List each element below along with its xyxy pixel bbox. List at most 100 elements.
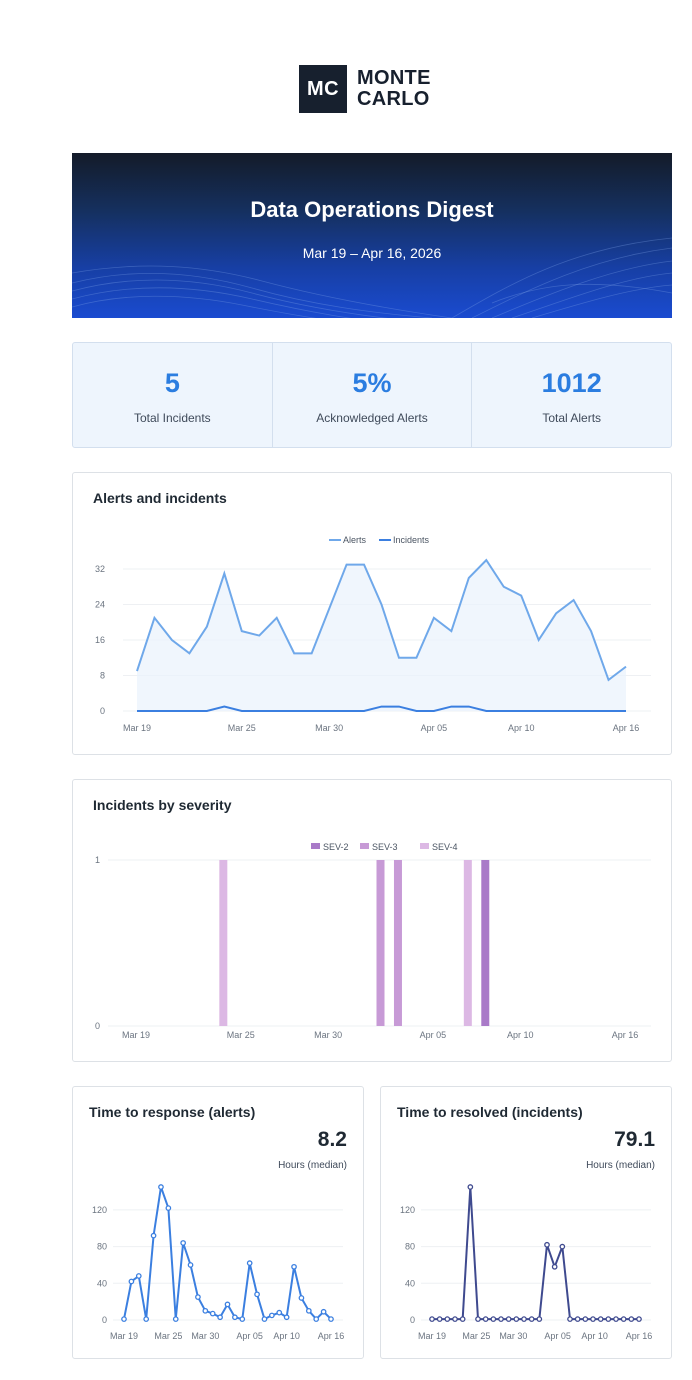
summary-stats: 5 Total Incidents 5% Acknowledged Alerts…	[72, 342, 672, 448]
data-point	[452, 1316, 458, 1322]
stat-total-alerts: 1012 Total Alerts	[472, 343, 671, 447]
data-point	[551, 1263, 558, 1270]
stat-acknowledged-alerts: 5% Acknowledged Alerts	[273, 343, 473, 447]
data-point	[582, 1316, 589, 1322]
y-tick-label: 40	[405, 1278, 415, 1288]
data-point	[429, 1316, 435, 1322]
severity-bar-sev-4	[463, 860, 472, 1026]
response-time-card: 0 40 80 120 Mar 19 Mar 25 Mar 30 Apr 05 Apr 10 Ap…	[72, 1086, 364, 1359]
card-title: Time to resolved (incidents)	[397, 1104, 583, 1120]
data-point	[513, 1316, 520, 1322]
x-tick-label: Mar 30	[499, 1331, 527, 1341]
severity-bar-sev-4	[219, 860, 228, 1026]
data-point	[298, 1295, 305, 1301]
data-point	[505, 1316, 512, 1322]
digest-title: Data Operations Digest	[250, 197, 494, 222]
data-point	[567, 1316, 573, 1322]
resolved-time-chart: 0 40 80 120 Mar 19 Mar 25 Mar 30 Apr 05 Apr 10 Ap…	[400, 1184, 652, 1341]
legend-swatch	[420, 843, 429, 849]
y-tick-label: 120	[400, 1205, 415, 1215]
legend-label: SEV-3	[372, 842, 398, 852]
data-point	[620, 1316, 627, 1322]
legend-label: SEV-2	[323, 842, 349, 852]
stat-label: Acknowledged Alerts	[316, 411, 428, 425]
data-point	[590, 1316, 596, 1322]
y-tick-label: 16	[95, 635, 105, 645]
x-tick-label: Apr 05	[236, 1331, 263, 1341]
data-point	[261, 1316, 268, 1322]
data-point	[528, 1316, 535, 1322]
data-point	[544, 1241, 550, 1248]
y-tick-label: 32	[95, 564, 105, 574]
x-tick-label: Apr 16	[612, 1030, 639, 1040]
data-point	[605, 1316, 612, 1322]
card-title: Incidents by severity	[93, 797, 232, 813]
x-tick-label: Apr 16	[613, 723, 640, 733]
x-tick-label: Mar 30	[191, 1331, 219, 1341]
x-tick-label: Mar 19	[418, 1331, 446, 1341]
data-point	[224, 1301, 231, 1308]
x-tick-label: Mar 30	[314, 1030, 342, 1040]
data-point	[559, 1243, 566, 1250]
logo-mark: MC	[299, 65, 347, 113]
y-tick-label: 24	[95, 600, 105, 610]
stat-label: Total Alerts	[542, 411, 602, 425]
x-tick-label: Mar 30	[315, 723, 343, 733]
monte-carlo-logo[interactable]: MC MONTE CARLO	[299, 65, 431, 113]
data-point	[320, 1308, 327, 1315]
legend-swatch	[360, 843, 369, 849]
data-point	[613, 1316, 619, 1322]
data-point	[436, 1316, 443, 1322]
severity-bar-sev-2	[481, 860, 490, 1026]
stat-value: 5%	[352, 368, 392, 398]
y-tick-label: 1	[95, 855, 100, 865]
data-point	[574, 1316, 581, 1322]
x-tick-label: Mar 19	[123, 723, 151, 733]
digest-banner: Data Operations Digest Mar 19 – Apr 16, …	[72, 153, 672, 318]
logo-wordmark: MONTE CARLO	[357, 68, 431, 110]
severity-bar-sev-3	[393, 860, 402, 1026]
legend-label: SEV-4	[432, 842, 458, 852]
data-point	[498, 1316, 504, 1322]
data-point	[165, 1205, 172, 1211]
alerts-series-line	[136, 558, 627, 682]
card-title: Alerts and incidents	[93, 490, 227, 506]
data-point	[150, 1232, 157, 1239]
severity-bar-sev-3	[376, 860, 385, 1026]
x-tick-label: Apr 10	[508, 723, 535, 733]
severity-chart: 0 1 Mar 19 Mar 25 Mar 30 Apr 05 Apr 10 Apr 16 SE…	[95, 842, 651, 1040]
data-point	[313, 1316, 320, 1322]
data-point	[467, 1184, 474, 1190]
x-tick-label: Apr 10	[273, 1331, 300, 1341]
response-time-chart: 0 40 80 120 Mar 19 Mar 25 Mar 30 Apr 05 Apr 10 Ap…	[92, 1184, 344, 1341]
data-point	[475, 1316, 481, 1322]
data-point	[254, 1291, 260, 1298]
data-point	[187, 1262, 194, 1268]
data-point	[276, 1309, 283, 1316]
y-tick-label: 120	[92, 1205, 107, 1215]
x-tick-label: Mar 25	[227, 1030, 255, 1040]
x-tick-label: Apr 10	[507, 1030, 534, 1040]
resolved-time-card: 0 40 80 120 Mar 19 Mar 25 Mar 30 Apr 05 Apr 10 Ap…	[380, 1086, 672, 1359]
data-point	[283, 1314, 290, 1321]
stat-label: Total Incidents	[133, 411, 211, 425]
data-point	[180, 1240, 186, 1246]
data-point	[269, 1312, 275, 1319]
y-tick-label: 0	[410, 1315, 415, 1325]
legend-label-incidents: Incidents	[393, 535, 430, 545]
y-tick-label: 0	[102, 1315, 107, 1325]
data-point	[128, 1278, 135, 1285]
data-point	[232, 1314, 238, 1321]
x-tick-label: Apr 10	[581, 1331, 608, 1341]
data-point	[121, 1316, 127, 1322]
data-point	[328, 1316, 334, 1322]
data-point	[521, 1316, 527, 1322]
data-point	[636, 1316, 642, 1322]
banner-wave-decoration	[72, 237, 672, 318]
alerts-incidents-card: 0 8 16 24 32 Mar 19 Mar 25 Mar 30 Apr 05 Apr 10 Ap…	[72, 472, 672, 755]
x-tick-label: Mar 19	[110, 1331, 138, 1341]
stat-value: 1012	[541, 368, 602, 398]
x-tick-label: Apr 05	[421, 723, 448, 733]
logo-line-2: CARLO	[357, 88, 430, 110]
data-point	[490, 1316, 497, 1322]
